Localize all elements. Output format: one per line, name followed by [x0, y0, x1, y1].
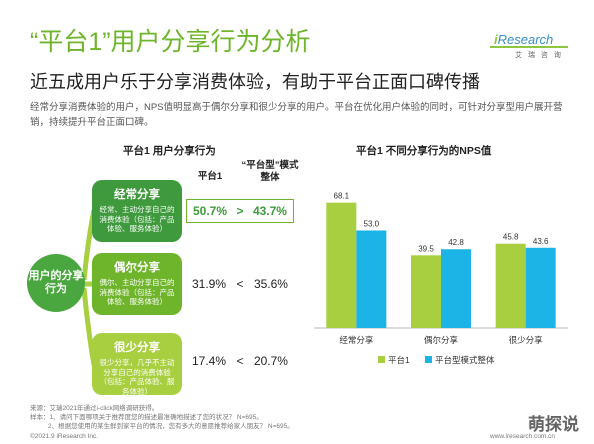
- data-label: 68.1: [334, 192, 350, 201]
- card-rare: 很少分享 很少分享，几乎不主动分享自己的消费体验（包括：产品体验、服务体验）: [92, 333, 182, 396]
- row-occasional: 31.9% < 35.6%: [186, 272, 294, 296]
- card-occasional: 偶尔分享 偶尔、主动分享自己的消费体验（包括：产品体验、服务体验）: [92, 253, 182, 315]
- bar: [441, 249, 471, 328]
- page-title: “平台1”用户分享行为分析: [30, 28, 311, 56]
- data-label: 39.5: [418, 244, 434, 253]
- footer-notes: 来源：艾瑞2021年通过i-click网络调研获得。 样本：1、请问下面哪项关于…: [30, 404, 450, 431]
- data-label: 42.8: [448, 238, 464, 247]
- compare-symbol: <: [236, 354, 244, 368]
- overall-value: 20.7%: [253, 354, 288, 368]
- site-url: www.iresearch.com.cn: [490, 433, 556, 440]
- logo: iResearch: [494, 32, 554, 47]
- platform-value: 50.7%: [193, 204, 228, 218]
- card-title: 经常分享: [114, 189, 160, 201]
- data-label: 53.0: [364, 219, 380, 228]
- card-title: 很少分享: [114, 342, 160, 354]
- footer-source: 来源：艾瑞2021年通过i-click网络调研获得。: [30, 405, 159, 412]
- legend-label: 平台型模式整体: [435, 355, 495, 365]
- chart-title: 平台1 不同分享行为的NPS值: [356, 145, 492, 157]
- card-title: 偶尔分享: [114, 262, 160, 274]
- description: 经常分享消费体验的用户，NPS值明显高于偶尔分享和很少分享的用户。平台在优化用户…: [30, 102, 563, 128]
- bar: [326, 202, 357, 328]
- card-desc: 经常、主动分享自己的消费体验（包括：产品体验、服务体验）: [99, 205, 175, 233]
- card-desc: 很少分享，几乎不主动分享自己的消费体验（包括：产品体验、服务体验）: [99, 358, 175, 396]
- platform-value: 17.4%: [192, 354, 227, 368]
- card-desc: 偶尔、主动分享自己的消费体验（包括：产品体验、服务体验）: [99, 278, 175, 306]
- legend-swatch: [425, 356, 432, 363]
- center-label: 用户的分享行为: [27, 254, 85, 312]
- platform-value: 31.9%: [192, 277, 227, 291]
- category-label: 偶尔分享: [424, 335, 459, 345]
- row-frequent: 50.7% > 43.7%: [186, 199, 294, 223]
- bar: [411, 255, 441, 328]
- card-frequent: 经常分享 经常、主动分享自己的消费体验（包括：产品体验、服务体验）: [92, 180, 182, 242]
- bar: [495, 243, 526, 328]
- category-label: 很少分享: [509, 335, 544, 345]
- watermark: 萌探说: [528, 415, 579, 434]
- row-rare: 17.4% < 20.7%: [186, 349, 294, 373]
- page-subtitle: 近五成用户乐于分享消费体验，有助于平台正面口碑传播: [30, 72, 480, 92]
- legend-label: 平台1: [388, 355, 410, 365]
- bar: [525, 247, 556, 328]
- legend-swatch: [378, 356, 385, 363]
- category-label: 经常分享: [339, 335, 374, 345]
- data-label: 45.8: [503, 233, 519, 242]
- copyright: ©2021.9 iResearch Inc.: [30, 433, 99, 440]
- col-platform: 平台1: [197, 171, 223, 182]
- compare-symbol: <: [236, 277, 244, 291]
- col-overall: “平台型”模式整体: [241, 160, 299, 183]
- logo-sub: 艾 瑞 咨 询: [515, 52, 563, 59]
- overall-value: 43.7%: [252, 204, 287, 218]
- footer-note1: 样本：1、请问下面哪项关于推荐度您的描述最准确地描述了您的状况？ N=695。: [30, 414, 263, 421]
- logo-bar: [490, 46, 568, 48]
- overall-value: 35.6%: [253, 277, 288, 291]
- data-label: 43.6: [533, 237, 549, 246]
- left-panel-title: 平台1 用户分享行为: [123, 145, 216, 157]
- footer-note2: 2、根据您使用的某生鲜到家平台的情况，您有多大的意愿推荐给家人朋友？ N=695…: [48, 423, 294, 430]
- compare-symbol: >: [236, 204, 244, 218]
- bar: [356, 230, 387, 328]
